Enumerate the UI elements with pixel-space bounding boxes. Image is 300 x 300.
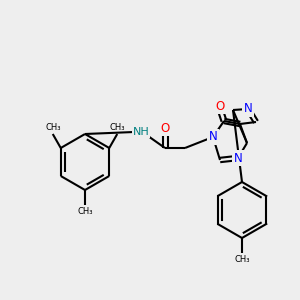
Text: O: O [160,122,169,134]
Text: N: N [244,103,252,116]
Text: N: N [208,130,217,143]
Text: O: O [215,100,225,112]
Text: NH: NH [133,127,149,137]
Text: CH₃: CH₃ [110,123,125,132]
Text: N: N [234,152,242,164]
Text: CH₃: CH₃ [45,123,61,132]
Text: CH₃: CH₃ [77,207,93,216]
Text: CH₃: CH₃ [234,255,250,264]
